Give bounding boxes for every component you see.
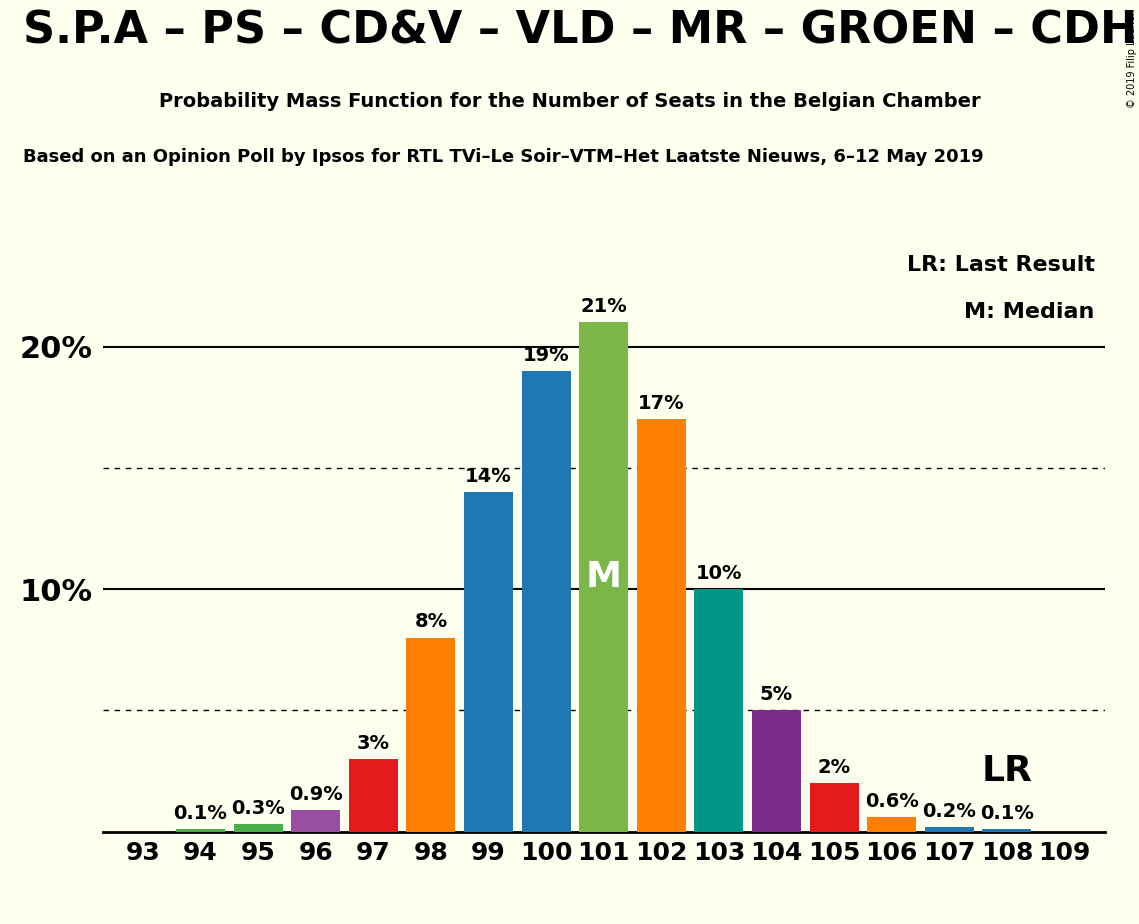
Text: 17%: 17% bbox=[638, 395, 685, 413]
Bar bbox=[349, 759, 398, 832]
Text: S.P.A – PS – CD&V – VLD – MR – GROEN – CDH – ECOLO: S.P.A – PS – CD&V – VLD – MR – GROEN – C… bbox=[23, 9, 1139, 53]
Text: 0.1%: 0.1% bbox=[980, 804, 1034, 823]
Bar bbox=[925, 827, 974, 832]
Text: 0.1%: 0.1% bbox=[173, 804, 228, 823]
Text: 10%: 10% bbox=[696, 564, 743, 583]
Bar bbox=[464, 492, 513, 832]
Text: LR: Last Result: LR: Last Result bbox=[907, 255, 1095, 275]
Bar bbox=[752, 711, 801, 832]
Bar bbox=[233, 824, 282, 832]
Bar bbox=[580, 322, 628, 832]
Bar bbox=[810, 784, 859, 832]
Text: © 2019 Filip Laenen: © 2019 Filip Laenen bbox=[1126, 9, 1137, 108]
Text: 14%: 14% bbox=[465, 467, 511, 486]
Text: 2%: 2% bbox=[818, 758, 851, 777]
Text: 21%: 21% bbox=[580, 298, 628, 316]
Text: M: M bbox=[585, 560, 622, 594]
Text: 19%: 19% bbox=[523, 346, 570, 365]
Text: 0.2%: 0.2% bbox=[923, 802, 976, 821]
Bar bbox=[175, 829, 224, 832]
Text: LR: LR bbox=[982, 754, 1032, 788]
Bar bbox=[983, 829, 1032, 832]
Bar bbox=[522, 371, 571, 832]
Text: 5%: 5% bbox=[760, 686, 793, 704]
Bar bbox=[292, 809, 341, 832]
Bar bbox=[407, 638, 456, 832]
Bar bbox=[695, 590, 744, 832]
Text: 0.9%: 0.9% bbox=[289, 784, 343, 804]
Bar bbox=[867, 817, 916, 832]
Text: 3%: 3% bbox=[357, 734, 390, 753]
Text: 0.6%: 0.6% bbox=[865, 792, 919, 811]
Text: M: Median: M: Median bbox=[965, 302, 1095, 322]
Text: 0.3%: 0.3% bbox=[231, 799, 285, 819]
Text: 8%: 8% bbox=[415, 613, 448, 631]
Text: Based on an Opinion Poll by Ipsos for RTL TVi–Le Soir–VTM–Het Laatste Nieuws, 6–: Based on an Opinion Poll by Ipsos for RT… bbox=[23, 148, 983, 165]
Text: Probability Mass Function for the Number of Seats in the Belgian Chamber: Probability Mass Function for the Number… bbox=[158, 92, 981, 112]
Bar bbox=[637, 419, 686, 832]
